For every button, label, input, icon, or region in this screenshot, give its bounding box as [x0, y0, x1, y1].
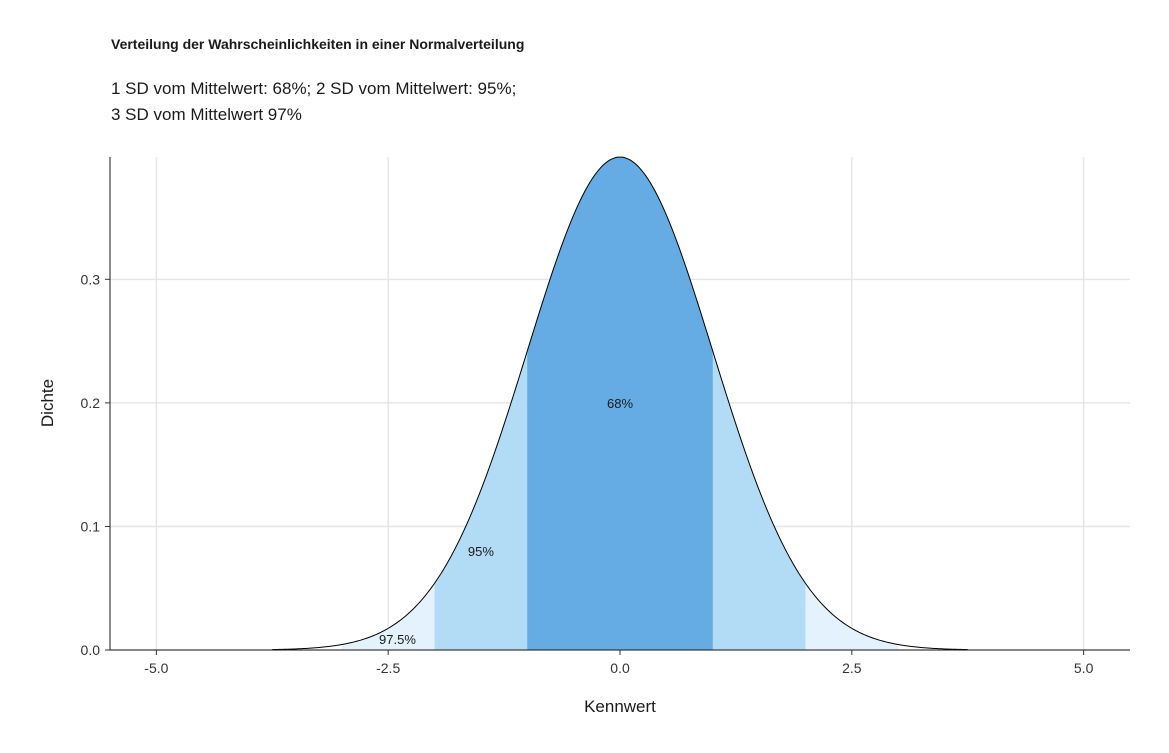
chart-subtitle-line-2: 3 SD vom Mittelwert 97% [111, 105, 302, 124]
x-axis-title: Kennwert [584, 697, 656, 716]
chart-title: Verteilung der Wahrscheinlichkeiten in e… [111, 36, 525, 52]
probability-regions [341, 157, 899, 650]
region-label-95pct: 95% [468, 544, 494, 559]
region-label-68pct: 68% [607, 396, 633, 411]
chart-subtitle-line-1: 1 SD vom Mittelwert: 68%; 2 SD vom Mitte… [111, 79, 517, 98]
axes: -5.0 -2.5 0.0 2.5 5.0 0.0 0.1 0.2 0.3 [81, 157, 1130, 676]
x-tick-label: 0.0 [610, 660, 630, 676]
y-tick-label: 0.1 [81, 518, 101, 534]
y-tick-label: 0.0 [81, 642, 101, 658]
y-axis-title: Dichte [38, 379, 57, 427]
x-tick-label: -5.0 [144, 660, 168, 676]
x-tick-label: 2.5 [842, 660, 862, 676]
density-curve-layer [272, 156, 968, 651]
x-tick-label: 5.0 [1074, 660, 1094, 676]
density-curve [272, 156, 968, 651]
region-label-97-5pct: 97.5% [379, 632, 416, 647]
region-labels: 97.5% 95% 68% [379, 396, 633, 647]
y-tick-label: 0.2 [81, 395, 101, 411]
y-tick-label: 0.3 [81, 271, 101, 287]
region-68pct [527, 157, 713, 650]
x-tick-label: -2.5 [376, 660, 400, 676]
